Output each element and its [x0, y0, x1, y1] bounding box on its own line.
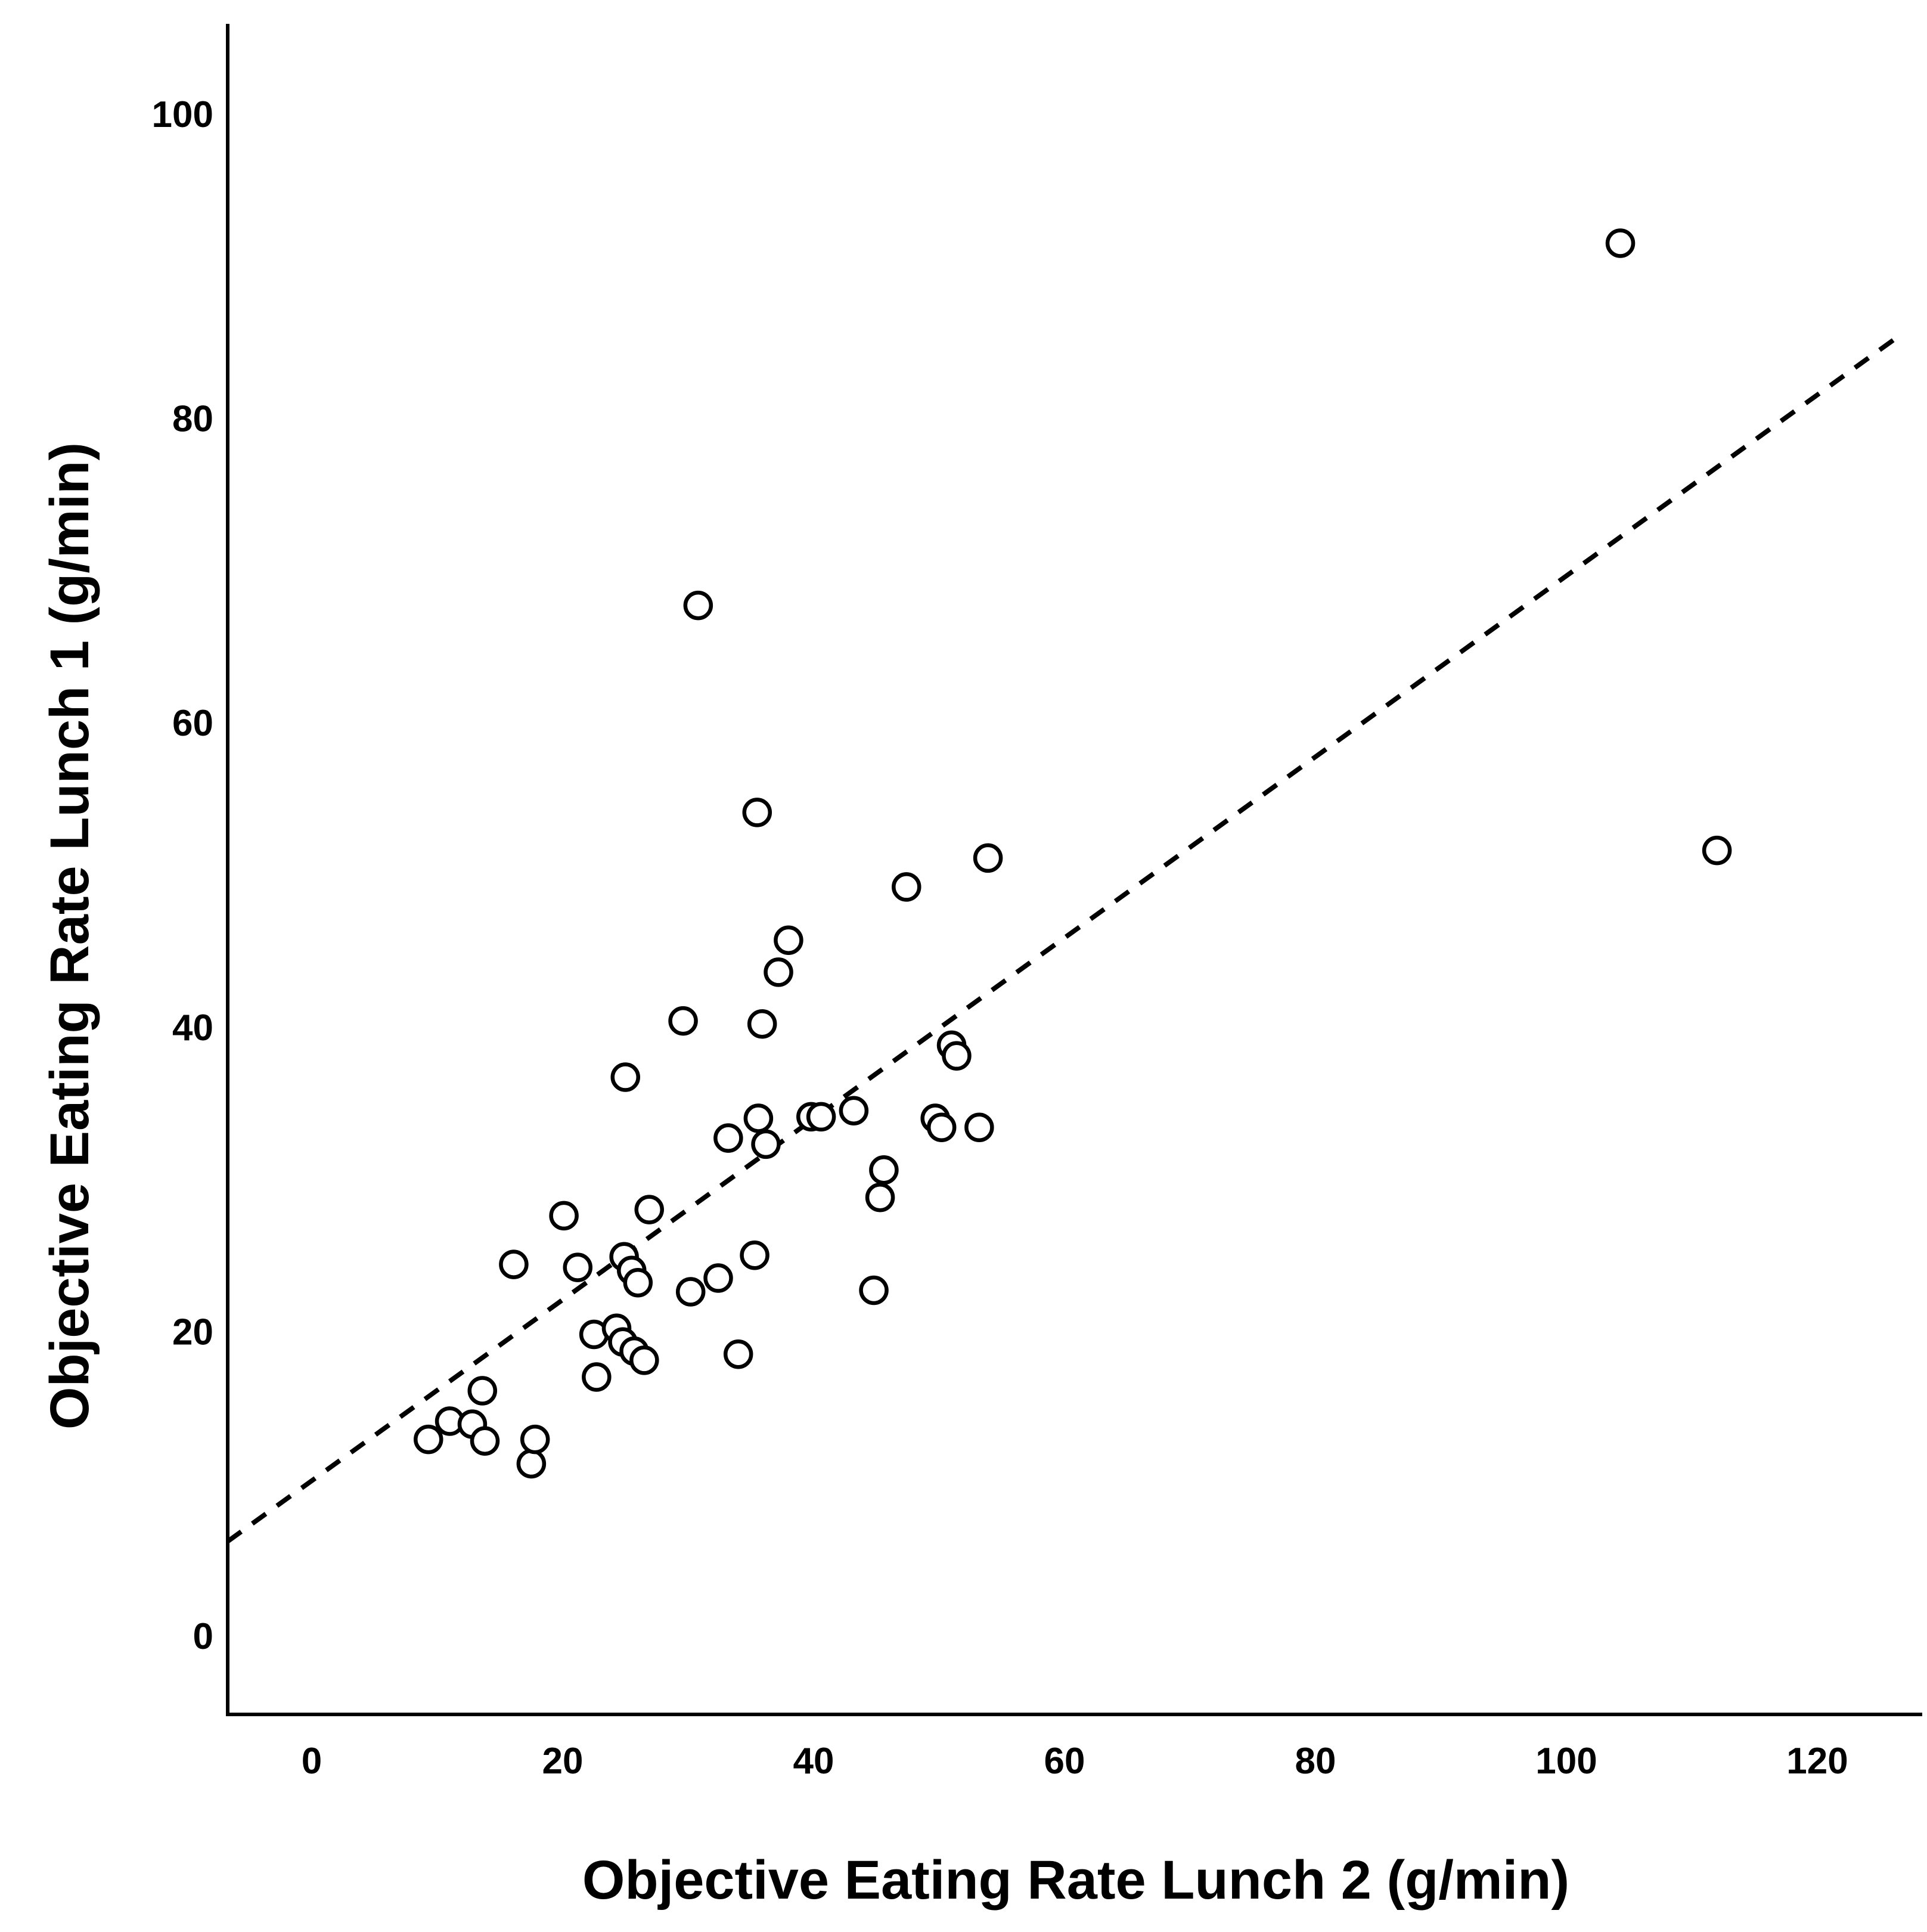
data-point [623, 1267, 653, 1298]
data-point [892, 872, 921, 902]
data-point [723, 1339, 753, 1369]
data-point [1605, 228, 1636, 258]
data-point [747, 1009, 777, 1039]
data-points-group [414, 228, 1732, 1479]
data-point [499, 1249, 529, 1279]
data-point [859, 1275, 889, 1305]
data-point [942, 1041, 972, 1071]
data-point [414, 1424, 443, 1455]
y-tick-label: 20 [172, 1311, 213, 1353]
data-point [563, 1252, 593, 1282]
data-point [470, 1426, 500, 1456]
data-point [964, 1112, 994, 1143]
data-point [740, 1241, 769, 1270]
x-tick-label: 100 [1535, 1741, 1597, 1782]
data-point [516, 1449, 547, 1479]
data-point [764, 957, 793, 987]
x-tick-label: 20 [542, 1741, 584, 1782]
data-point [610, 1062, 640, 1092]
data-point [549, 1201, 579, 1231]
data-point [629, 1345, 659, 1375]
x-tick-label: 40 [793, 1741, 834, 1782]
x-tick-label: 120 [1786, 1741, 1848, 1782]
y-tick-label: 60 [172, 703, 213, 744]
data-point [751, 1129, 781, 1159]
y-axis-title: Objective Eating Rate Lunch 1 (g/min) [39, 442, 100, 1429]
data-point [743, 1103, 774, 1133]
data-point [742, 798, 772, 827]
x-tick-label: 60 [1044, 1741, 1085, 1782]
data-point [675, 1277, 706, 1307]
x-axis-tick-labels: 0 20 40 60 80 100 120 [302, 1741, 1848, 1782]
y-tick-label: 80 [172, 399, 213, 440]
y-tick-label: 100 [152, 94, 213, 135]
data-point [703, 1263, 733, 1293]
data-point [865, 1182, 895, 1212]
x-tick-label: 80 [1295, 1741, 1336, 1782]
trendline-dashed [226, 334, 1901, 1543]
x-axis-title: Objective Eating Rate Lunch 2 (g/min) [582, 1850, 1569, 1911]
data-point [869, 1155, 899, 1185]
data-point [634, 1195, 664, 1224]
data-point [839, 1096, 869, 1125]
y-axis-tick-labels: 0 20 40 60 80 100 [152, 94, 213, 1657]
data-point [683, 590, 713, 621]
data-point [467, 1376, 498, 1406]
y-tick-label: 0 [193, 1616, 213, 1657]
data-point [582, 1362, 612, 1392]
data-point [973, 843, 1003, 873]
data-point [806, 1102, 836, 1132]
y-tick-label: 40 [172, 1007, 213, 1049]
x-tick-label: 0 [302, 1741, 322, 1782]
data-point [1702, 835, 1732, 866]
data-point [713, 1123, 743, 1153]
data-point [668, 1006, 698, 1036]
data-point [774, 925, 803, 956]
data-point [520, 1424, 550, 1455]
data-point [926, 1112, 957, 1143]
